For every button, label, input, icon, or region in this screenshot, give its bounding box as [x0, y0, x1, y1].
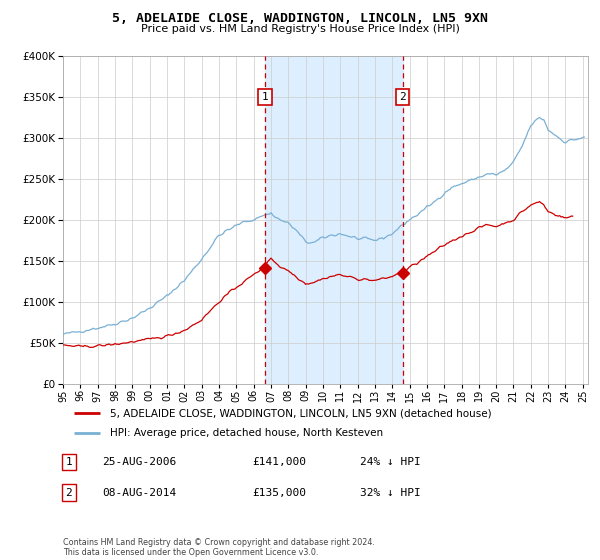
Text: 1: 1 — [262, 92, 268, 102]
Text: 2: 2 — [399, 92, 406, 102]
Bar — [265, 56, 403, 384]
Text: 24% ↓ HPI: 24% ↓ HPI — [360, 457, 421, 467]
Text: 32% ↓ HPI: 32% ↓ HPI — [360, 488, 421, 498]
Text: Price paid vs. HM Land Registry's House Price Index (HPI): Price paid vs. HM Land Registry's House … — [140, 24, 460, 34]
Text: HPI: Average price, detached house, North Kesteven: HPI: Average price, detached house, Nort… — [110, 428, 383, 438]
Text: 25-AUG-2006: 25-AUG-2006 — [102, 457, 176, 467]
Text: 5, ADELAIDE CLOSE, WADDINGTON, LINCOLN, LN5 9XN: 5, ADELAIDE CLOSE, WADDINGTON, LINCOLN, … — [112, 12, 488, 25]
Text: £135,000: £135,000 — [252, 488, 306, 498]
Text: 1: 1 — [65, 457, 73, 467]
Text: Contains HM Land Registry data © Crown copyright and database right 2024.
This d: Contains HM Land Registry data © Crown c… — [63, 538, 375, 557]
Text: 2: 2 — [65, 488, 73, 498]
Text: 5, ADELAIDE CLOSE, WADDINGTON, LINCOLN, LN5 9XN (detached house): 5, ADELAIDE CLOSE, WADDINGTON, LINCOLN, … — [110, 408, 492, 418]
Text: £141,000: £141,000 — [252, 457, 306, 467]
Text: 08-AUG-2014: 08-AUG-2014 — [102, 488, 176, 498]
